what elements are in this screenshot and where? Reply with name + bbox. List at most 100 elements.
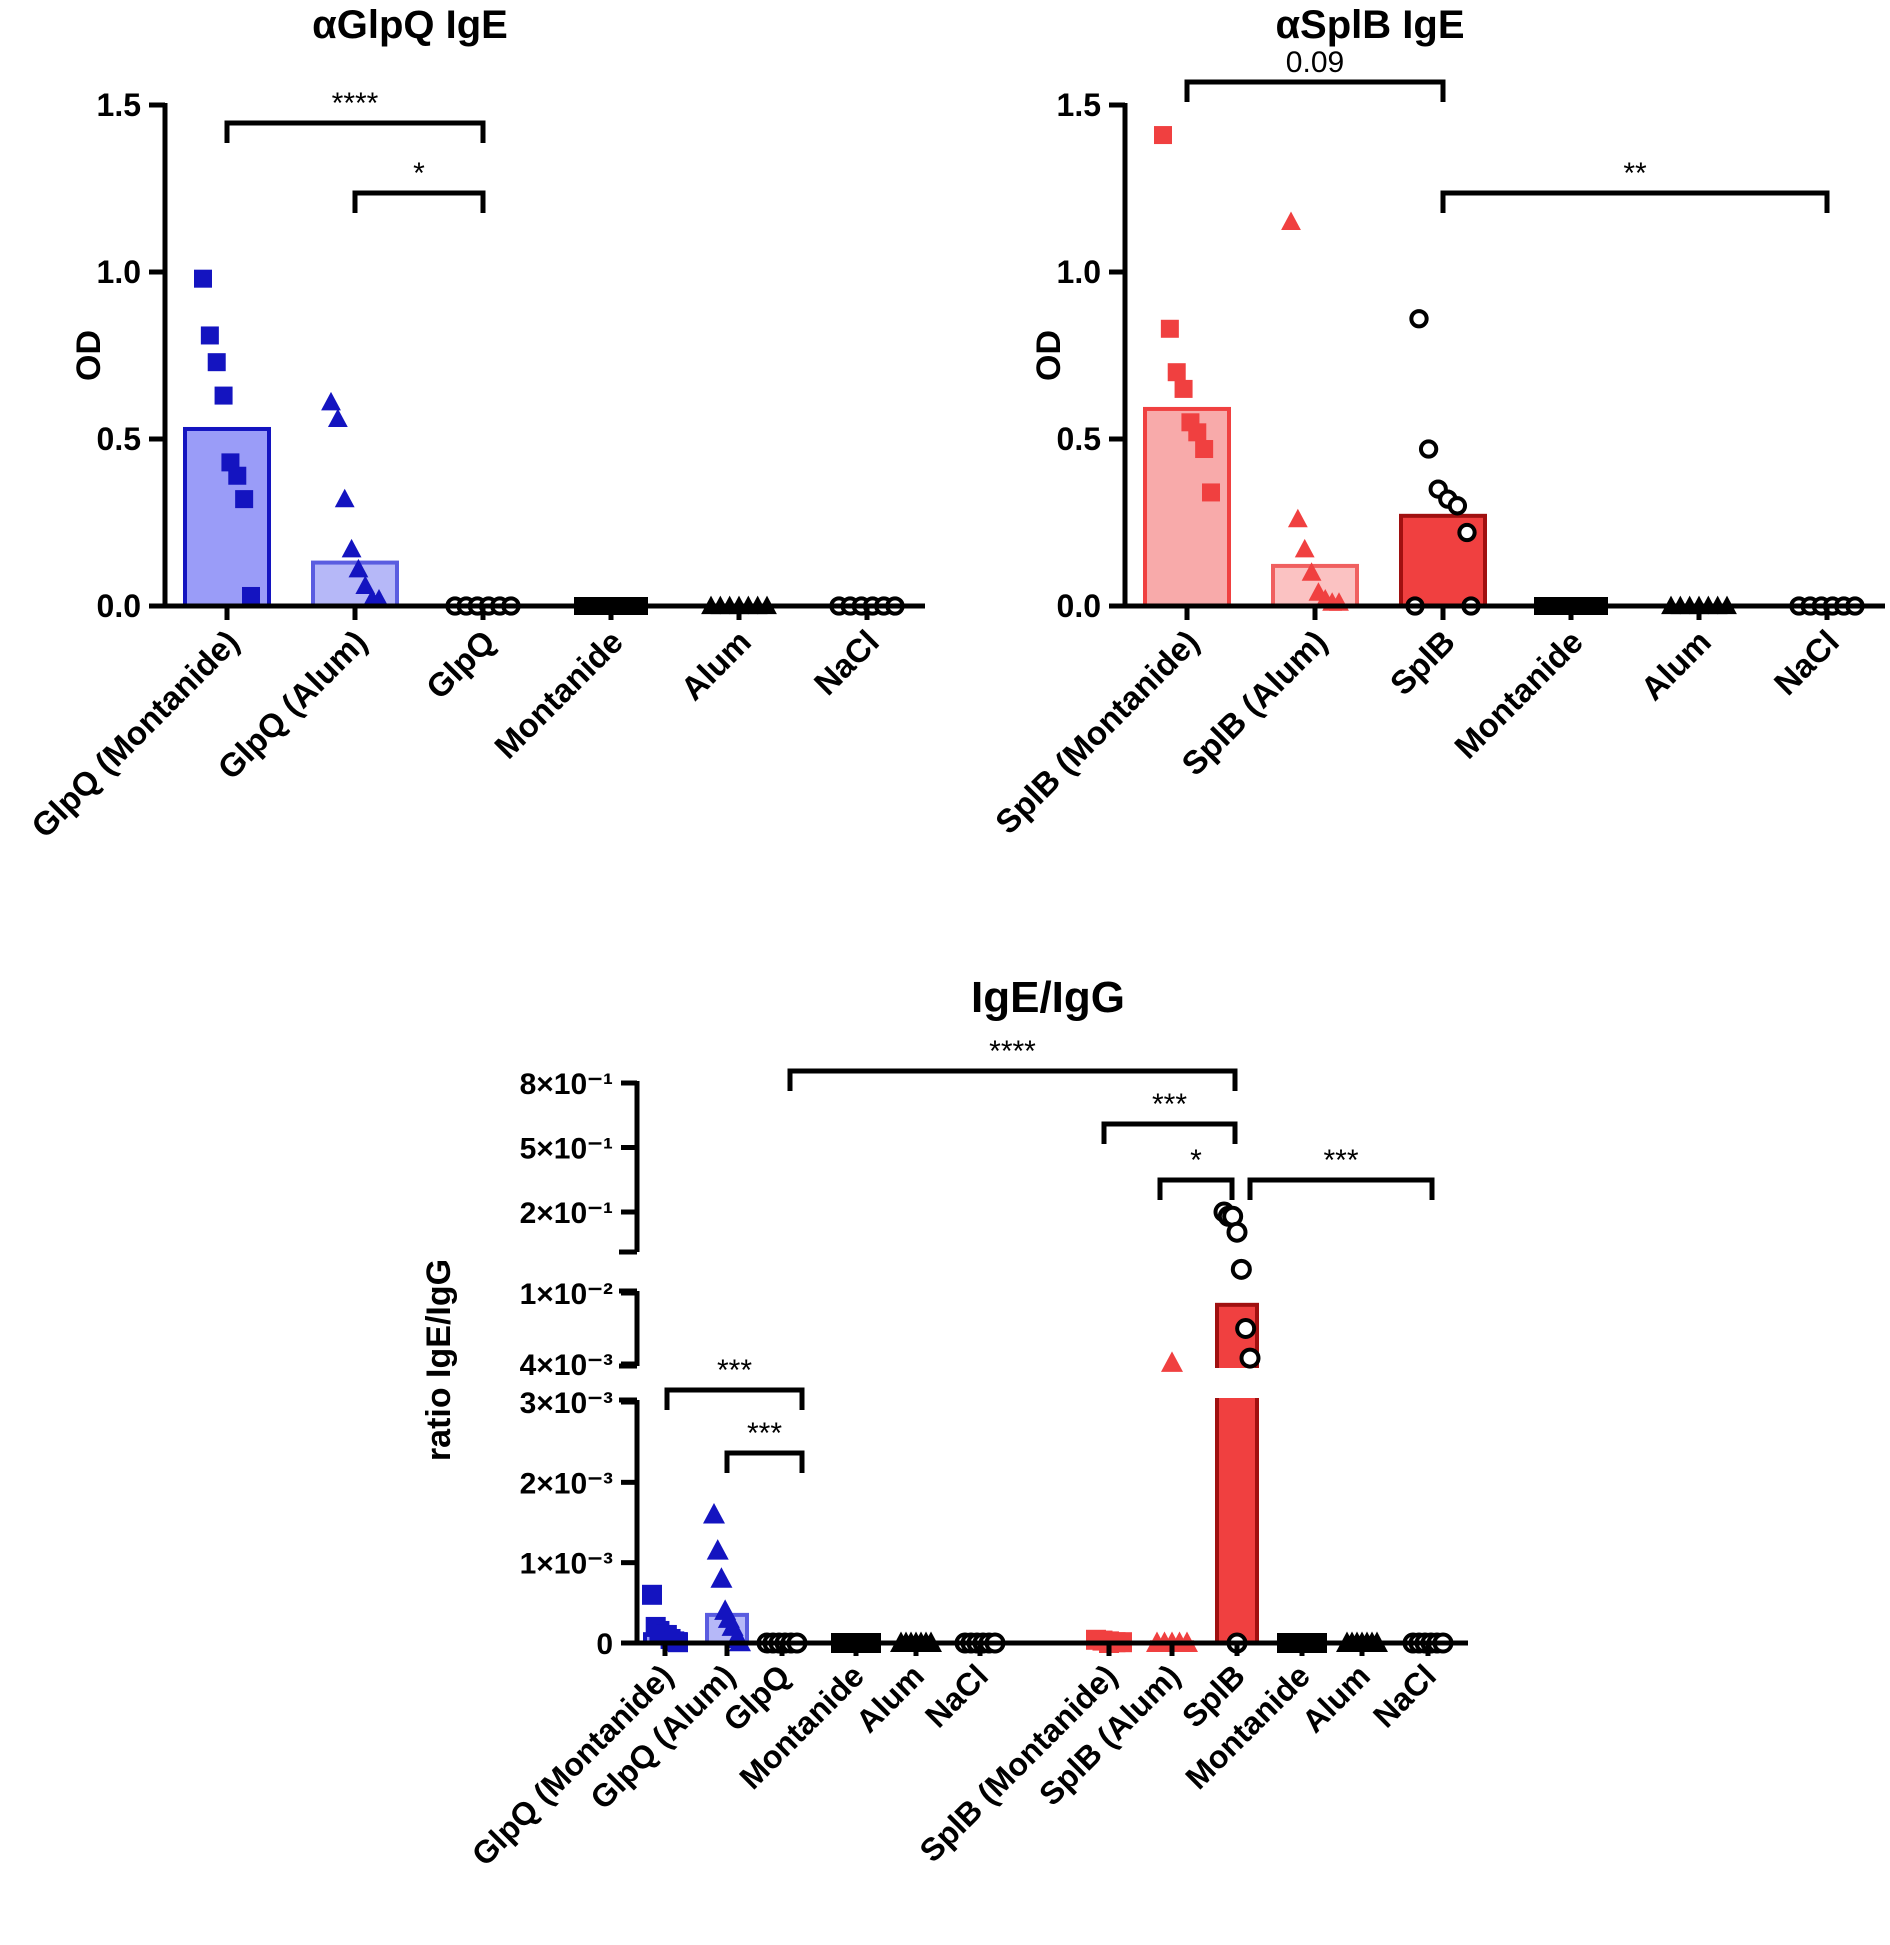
splb-ige-chart: αSplB IgE OD 0.0 0.5 1.0 1.5 SplB (Montanide) S… xyxy=(988,3,1885,841)
x-tick-label: GlpQ xyxy=(419,623,502,706)
data-point xyxy=(1409,309,1429,329)
axis-break-gap xyxy=(642,1368,1442,1398)
data-point xyxy=(1447,496,1468,516)
sig-bracket xyxy=(1440,190,1830,213)
data-point xyxy=(1235,1318,1257,1339)
data-point xyxy=(710,1567,733,1588)
sig-bracket xyxy=(664,1387,805,1410)
data-point xyxy=(721,1615,744,1636)
data-point xyxy=(1239,1347,1261,1369)
x-tick-label: Montanide xyxy=(487,623,630,766)
sig-bracket xyxy=(1184,79,1446,102)
data-point xyxy=(1174,379,1193,398)
x-tick-label: NaCl xyxy=(1767,623,1846,702)
x-tick-label: Alum xyxy=(849,1657,931,1739)
sig-bracket-label: *** xyxy=(717,1354,752,1387)
y-tick-label: 1×10⁻² xyxy=(520,1278,613,1311)
data-point xyxy=(1154,126,1172,145)
data-point xyxy=(242,586,260,605)
sig-bracket-label: *** xyxy=(1152,1088,1187,1121)
y-tick-label: 1×10⁻³ xyxy=(520,1548,613,1581)
y-tick-label: 8×10⁻¹ xyxy=(520,1068,613,1101)
sig-bracket xyxy=(1101,1121,1238,1144)
sig-bracket-label: *** xyxy=(1323,1144,1358,1177)
y-axis-label: OD xyxy=(1030,330,1068,381)
sig-bracket-label: **** xyxy=(989,1035,1036,1068)
y-tick-label: 1.0 xyxy=(1057,254,1101,290)
bar xyxy=(1143,406,1231,608)
sig-bracket xyxy=(724,1450,805,1473)
x-tick-label: GlpQ (Montanide) xyxy=(24,623,246,845)
y-tick-label: 0.5 xyxy=(97,421,141,457)
data-point xyxy=(706,1539,729,1560)
y-tick-label: 4×10⁻³ xyxy=(520,1349,613,1382)
glpq-ige-chart: αGlpQ IgE OD 0.0 0.5 1.0 1.5 GlpQ (Montanide) G… xyxy=(24,3,925,845)
data-point xyxy=(1294,538,1315,558)
data-point xyxy=(1226,1221,1248,1243)
x-tick-label: SplB xyxy=(1383,623,1462,702)
chart-title: IgE/IgG xyxy=(971,973,1125,1022)
y-tick-label: 2×10⁻¹ xyxy=(520,1197,613,1230)
y-tick-label: 3×10⁻³ xyxy=(520,1387,613,1420)
sig-bracket-label: *** xyxy=(747,1417,782,1450)
x-tick-label: NaCl xyxy=(807,623,886,702)
y-tick-label: 0.0 xyxy=(1057,588,1101,624)
y-tick-label: 1.0 xyxy=(97,254,141,290)
y-axis-label: OD xyxy=(70,330,108,381)
data-point xyxy=(334,488,355,508)
data-point xyxy=(1301,562,1322,581)
x-tick-label: Montanide xyxy=(1447,623,1590,766)
sig-bracket xyxy=(1247,1177,1435,1200)
x-tick-label: SplB (Montanide) xyxy=(988,623,1206,841)
axis-break-gap xyxy=(642,1254,1442,1289)
sig-bracket xyxy=(787,1068,1238,1091)
y-axis-label: ratio IgE/IgG xyxy=(420,1259,458,1461)
data-point xyxy=(369,588,389,608)
sig-bracket-label: 0.09 xyxy=(1286,46,1344,79)
sig-bracket xyxy=(224,120,486,143)
x-tick-label: NaCl xyxy=(918,1657,995,1734)
data-point xyxy=(703,1502,725,1524)
y-tick-label: 5×10⁻¹ xyxy=(520,1133,613,1166)
sig-bracket xyxy=(1157,1177,1235,1200)
x-tick-label: NaCl xyxy=(1366,1657,1443,1734)
y-tick-label: 1.5 xyxy=(97,87,141,123)
sig-bracket-label: **** xyxy=(332,87,379,120)
data-point xyxy=(321,391,341,411)
y-tick-label: 2×10⁻³ xyxy=(520,1467,613,1500)
data-point xyxy=(341,538,362,558)
sig-bracket-label: * xyxy=(413,157,425,190)
data-point xyxy=(1188,423,1207,442)
x-tick-label: Alum xyxy=(1295,1657,1377,1739)
x-tick-label: Alum xyxy=(1633,623,1717,707)
data-point xyxy=(1167,363,1186,382)
data-point xyxy=(1195,440,1214,459)
data-point xyxy=(235,490,254,509)
ige-igg-ratio-chart: IgE/IgG ratio IgE/IgG 0 1×10⁻³ 2×10⁻³ 3×10⁻³ 4… xyxy=(420,973,1468,1873)
y-tick-label: 0.5 xyxy=(1057,421,1101,457)
data-point xyxy=(1287,508,1308,528)
y-tick-label: 1.5 xyxy=(1057,87,1101,123)
data-point xyxy=(1418,439,1439,459)
data-point xyxy=(1160,319,1179,338)
data-point xyxy=(1202,483,1220,502)
data-point xyxy=(228,466,247,485)
sig-bracket-label: * xyxy=(1190,1144,1202,1177)
data-point xyxy=(200,326,219,345)
data-point xyxy=(214,386,233,405)
data-point xyxy=(327,408,348,428)
sig-bracket xyxy=(352,190,486,213)
data-point xyxy=(207,353,226,372)
y-tick-label: 0 xyxy=(596,1628,613,1661)
data-point xyxy=(1161,1351,1183,1372)
data-point xyxy=(1230,1258,1252,1280)
chart-title: αSplB IgE xyxy=(1275,3,1464,47)
data-point xyxy=(348,558,369,578)
data-point xyxy=(1281,211,1301,230)
x-tick-label: Alum xyxy=(673,623,757,707)
chart-title: αGlpQ IgE xyxy=(312,3,508,47)
data-point xyxy=(642,1584,662,1605)
y-tick-label: 0.0 xyxy=(97,588,141,624)
data-point xyxy=(355,575,376,595)
